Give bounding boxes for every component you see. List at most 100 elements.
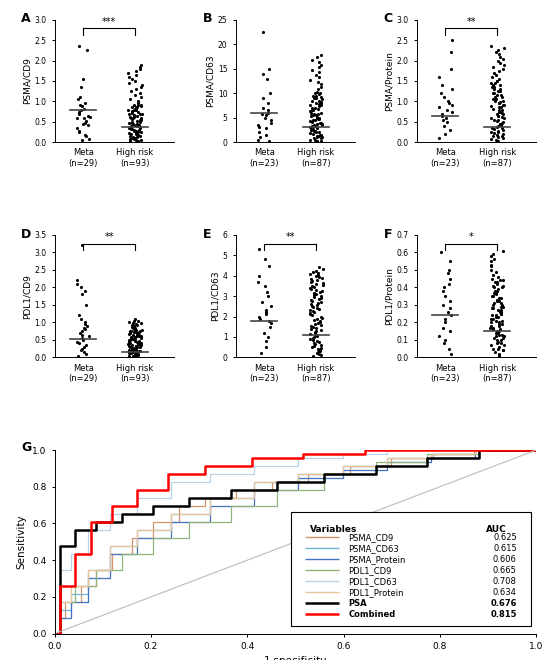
Point [434,331,443,342]
Point [127,325,136,336]
Point [74,125,83,136]
Point [125,338,134,348]
Point [130,327,138,337]
Point [306,135,315,145]
Point [494,65,503,76]
Point [311,90,320,101]
Point [130,343,138,353]
Point [490,346,499,357]
Point [262,305,271,315]
Point [309,351,317,362]
Point [81,286,90,296]
Point [317,117,326,128]
Point [447,106,456,117]
Point [492,327,501,338]
Point [499,129,508,139]
Point [129,334,137,345]
Point [135,337,143,348]
Point [446,326,455,337]
Point [310,121,319,132]
Point [313,317,322,328]
Point [77,345,86,356]
Point [317,319,326,330]
Point [124,105,133,115]
Point [438,114,447,125]
Point [126,86,135,96]
Point [263,73,271,84]
Point [441,335,450,345]
Point [129,350,137,361]
Point [132,102,141,113]
Point [496,335,505,345]
Point [310,93,318,104]
Point [313,77,322,87]
Point [498,246,507,256]
Point [132,327,141,337]
Point [496,57,504,68]
Point [491,135,500,145]
Point [308,306,317,317]
Y-axis label: PDL1/CD63: PDL1/CD63 [211,271,220,321]
Point [318,286,327,296]
Point [265,63,274,74]
Point [128,330,137,341]
Point [307,273,316,284]
Point [488,61,497,72]
Point [257,348,266,358]
Point [80,341,89,352]
Point [447,35,456,46]
Point [489,82,498,92]
Point [312,110,321,121]
Point [440,92,449,102]
Point [128,346,137,357]
Point [489,291,498,302]
Point [83,110,92,121]
Point [307,277,316,287]
Point [134,106,143,117]
Point [494,329,503,340]
Point [135,116,144,127]
Point [313,112,322,122]
Point [309,331,318,342]
Point [131,90,139,100]
Point [125,337,133,347]
Point [78,333,86,343]
Point [129,317,138,328]
Point [315,127,323,138]
Point [497,305,505,315]
Point [492,267,501,277]
Point [495,341,504,352]
Point [136,131,144,141]
Point [264,98,272,108]
Point [78,101,86,112]
Point [490,128,498,139]
Point [315,89,323,100]
Point [78,326,86,337]
Point [315,131,323,141]
Point [136,100,145,111]
Point [499,280,508,291]
Point [132,135,141,145]
Point [132,128,141,139]
Point [318,273,327,283]
Point [490,84,499,94]
Point [136,121,144,132]
Point [127,344,136,354]
Point [312,314,321,324]
Point [318,280,327,290]
Text: G: G [21,441,31,454]
Point [254,127,263,138]
Point [82,340,90,350]
Text: PSA: PSA [348,599,367,608]
Point [316,325,325,335]
Point [128,117,137,128]
Y-axis label: PDL1/Protein: PDL1/Protein [385,267,394,325]
Point [130,112,138,122]
Point [135,335,143,346]
Point [487,41,496,51]
Point [316,136,325,147]
Point [446,63,455,74]
Point [306,334,315,345]
Point [492,277,501,287]
Point [318,118,327,129]
